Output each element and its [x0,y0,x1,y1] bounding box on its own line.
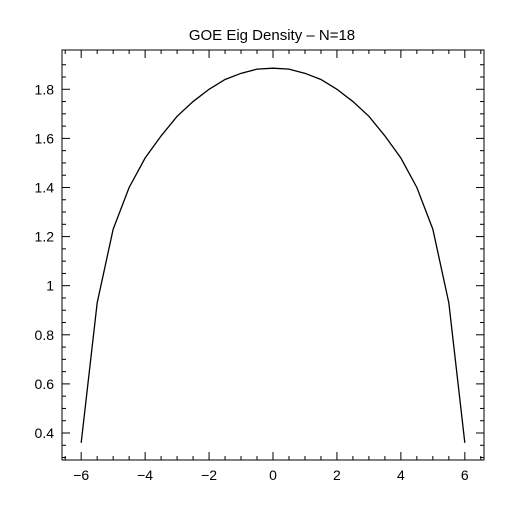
x-axis-ticks [64,50,482,460]
y-tick-label: 1.2 [35,229,55,245]
plot-frame [61,49,485,461]
chart-title: GOE Eig Density – N=18 [189,27,355,44]
y-tick-label: 0.4 [35,425,55,441]
x-tick-label: −2 [201,467,217,483]
y-tick-label: 1.8 [35,81,55,97]
x-tick-label: −6 [73,467,89,483]
x-tick-label: 0 [269,467,277,483]
y-tick-label: 0.6 [35,376,55,392]
x-axis-tick-labels: −6 −4 −2 0 2 4 6 [73,467,469,483]
y-tick-label: 1.6 [35,130,55,146]
series-line [80,67,466,443]
x-tick-label: 2 [333,467,341,483]
y-tick-label: 1 [46,278,54,294]
y-axis-ticks [62,64,484,459]
y-tick-label: 0.8 [35,327,55,343]
x-tick-label: 6 [461,467,469,483]
y-tick-label: 1.4 [35,179,55,195]
x-tick-label: −4 [137,467,153,483]
x-tick-label: 4 [397,467,405,483]
y-axis-tick-labels: 0.4 0.6 0.8 1 1.2 1.4 1.6 1.8 [35,81,55,441]
